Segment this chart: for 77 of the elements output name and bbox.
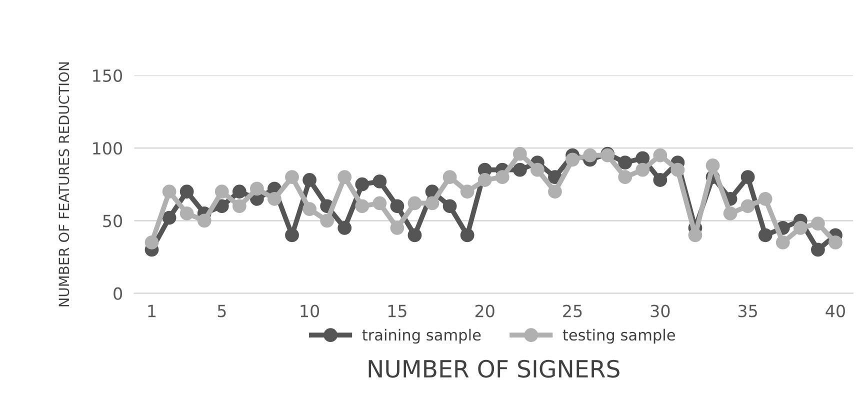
point <box>250 182 264 196</box>
point <box>214 184 229 199</box>
point <box>776 236 790 250</box>
point <box>740 199 755 214</box>
point <box>320 214 334 228</box>
point <box>285 170 299 184</box>
x-tick-label: 1 <box>148 304 156 318</box>
point <box>355 199 370 214</box>
x-tick-label: 30 <box>650 304 670 318</box>
x-tick-label: 35 <box>738 304 757 318</box>
point <box>390 199 404 214</box>
point <box>548 170 562 184</box>
point <box>372 196 387 210</box>
point <box>442 170 457 184</box>
point <box>793 220 808 235</box>
y-tick-label: 100 <box>93 142 122 155</box>
point <box>548 184 562 199</box>
point <box>512 146 527 161</box>
point <box>566 152 580 167</box>
x-tick-label: 25 <box>563 304 582 318</box>
point <box>355 177 370 192</box>
point <box>302 202 316 216</box>
point <box>618 156 632 170</box>
x-tick-label: 20 <box>475 304 494 318</box>
point <box>512 162 527 177</box>
point <box>285 228 299 242</box>
point <box>232 199 246 214</box>
point <box>408 196 422 210</box>
point <box>302 173 316 187</box>
x-tick-label: 15 <box>388 304 406 318</box>
point <box>723 206 738 220</box>
point <box>706 158 720 172</box>
point <box>740 170 755 184</box>
point <box>670 162 685 177</box>
x-tick-label: 10 <box>300 304 320 318</box>
point <box>478 173 492 187</box>
point <box>811 242 825 257</box>
point <box>442 199 457 214</box>
legend-label: testing sample <box>562 328 675 344</box>
point <box>232 184 246 199</box>
point <box>460 184 474 199</box>
point <box>636 151 650 166</box>
point <box>162 210 176 225</box>
point <box>268 192 282 206</box>
x-tick-label: 40 <box>826 304 845 318</box>
x-axis-title: NUMBER OF SIGNERS <box>368 360 620 378</box>
point <box>618 170 632 184</box>
point <box>530 162 544 177</box>
point <box>653 148 668 162</box>
y-tick-label: 150 <box>93 69 122 82</box>
y-axis-title: NUMBER OF FEATURES REDUCTION <box>58 62 70 306</box>
point <box>583 148 597 162</box>
legend-label: training sample <box>362 328 481 344</box>
point <box>180 206 194 220</box>
point <box>495 170 510 184</box>
point <box>338 220 352 235</box>
point <box>460 228 474 242</box>
point <box>758 228 772 242</box>
y-tick-label: 0 <box>114 287 122 300</box>
point <box>828 236 842 250</box>
point <box>180 184 194 199</box>
point <box>144 236 159 250</box>
x-tick-label: 5 <box>218 304 226 318</box>
y-tick-label: 50 <box>103 214 122 228</box>
point <box>372 174 387 188</box>
point <box>688 228 702 242</box>
point <box>425 196 440 210</box>
point <box>408 228 422 242</box>
point <box>811 216 825 231</box>
point <box>162 184 176 199</box>
point <box>653 173 668 187</box>
point <box>197 214 212 228</box>
point <box>758 192 772 206</box>
point <box>636 162 650 177</box>
point <box>214 199 229 214</box>
point <box>338 170 352 184</box>
point <box>390 220 404 235</box>
